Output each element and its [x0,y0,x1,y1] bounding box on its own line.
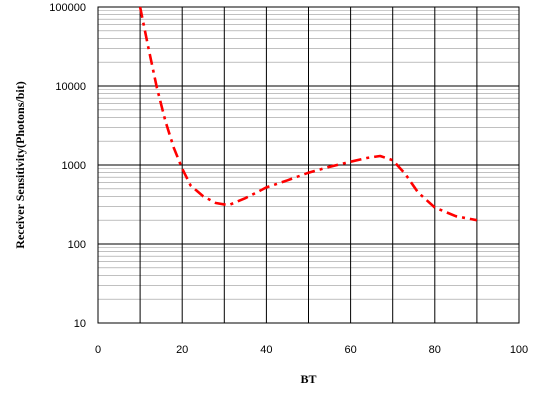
x-tick-label: 80 [429,344,441,356]
y-tick-labels: 10 100 1000 10000 100000 [49,2,86,330]
y-tick-label: 100000 [49,2,86,14]
series-line-1 [138,6,478,222]
x-tick-labels: 0 20 40 60 80 100 [95,344,528,356]
y-tick-label: 10000 [55,81,86,93]
x-tick-label: 20 [176,344,188,356]
x-tick-label: 100 [510,344,528,356]
y-tick-label: 100 [68,239,86,251]
plot-area [97,6,520,324]
x-tick-label: 40 [260,344,272,356]
series-layer [138,6,478,222]
y-tick-label: 1000 [62,160,86,172]
x-axis-label: BT [300,372,316,386]
y-tick-label: 10 [74,318,86,330]
y-axis-label: Receiver Sensitivity(Photons/bit) [13,81,27,248]
x-tick-label: 60 [344,344,356,356]
x-tick-label: 0 [95,344,101,356]
